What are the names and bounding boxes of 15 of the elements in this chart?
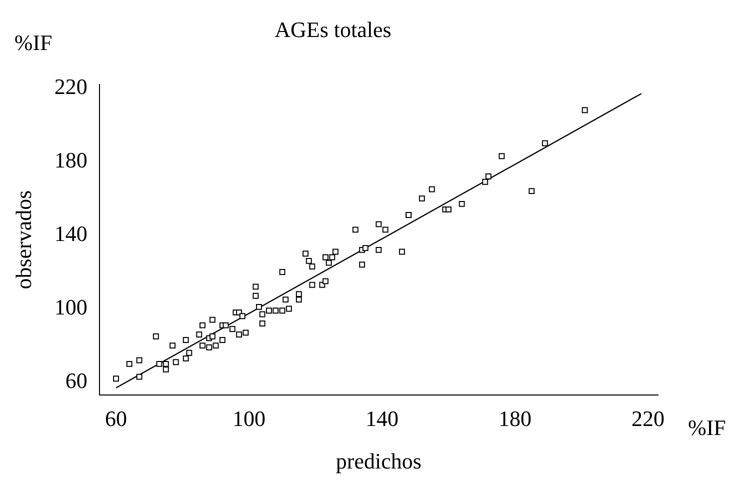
y-tick-label: 220 <box>54 74 88 99</box>
x-tick-label: 220 <box>632 406 665 432</box>
y-tick-label: 140 <box>54 220 88 246</box>
text: %IF <box>688 415 726 442</box>
y-axis-title: observados <box>10 190 36 290</box>
x-tick-label: 100 <box>232 406 266 432</box>
text: %IF <box>14 30 52 56</box>
x-tick-label: 60 <box>105 406 128 432</box>
chart-title: AGEs totales <box>274 16 392 42</box>
x-tick-label: 140 <box>366 406 399 432</box>
y-tick-label: 60 <box>65 368 88 394</box>
y-tick-label: 100 <box>54 294 88 320</box>
y-tick-label: 180 <box>54 147 88 172</box>
x-axis-title: predichos <box>336 448 422 474</box>
x-tick-label: 180 <box>498 406 532 432</box>
